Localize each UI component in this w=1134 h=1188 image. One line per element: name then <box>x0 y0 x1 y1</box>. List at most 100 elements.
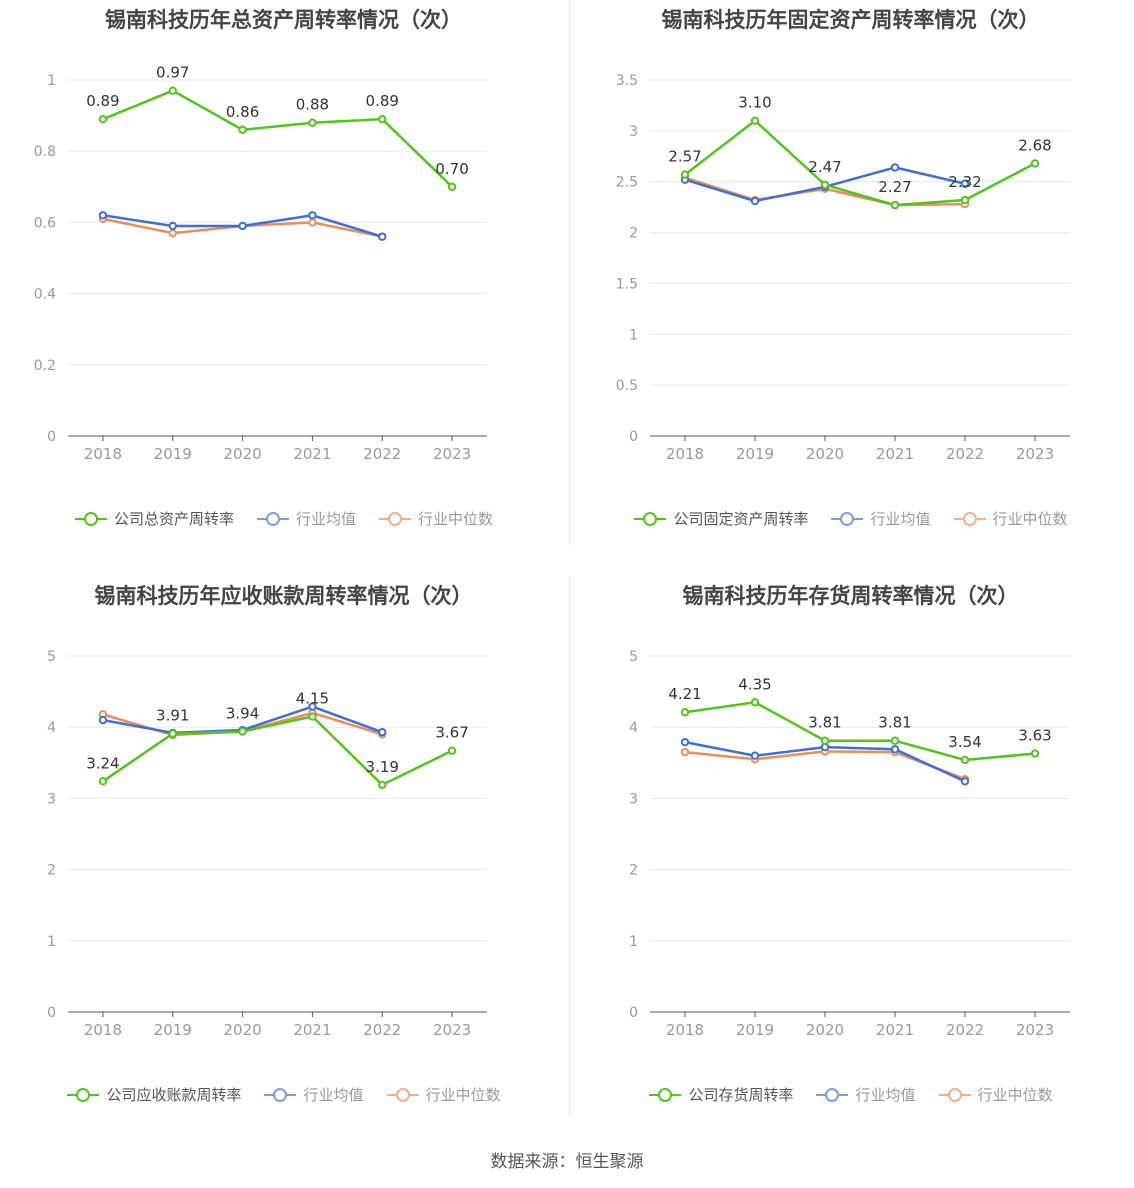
legend-label: 公司存货周转率 <box>688 1086 794 1104</box>
x-tick-label: 2022 <box>363 445 401 463</box>
data-point-company[interactable] <box>168 86 177 95</box>
data-point-avg[interactable] <box>750 196 760 206</box>
data-point-avg[interactable] <box>98 715 108 725</box>
legend-item-company[interactable]: 公司固定资产周转率 <box>633 508 808 529</box>
data-point-company[interactable] <box>960 195 970 205</box>
data-point-company[interactable] <box>238 727 247 736</box>
legend-median-icon <box>938 1087 971 1102</box>
data-point-company[interactable] <box>378 780 387 790</box>
x-tick-label: 2023 <box>433 1021 471 1039</box>
y-tick-label: 0.6 <box>34 215 56 231</box>
x-tick-label: 2018 <box>84 445 122 463</box>
data-point-median[interactable] <box>168 228 177 238</box>
x-tick-label: 2018 <box>666 445 704 463</box>
data-point-company[interactable] <box>680 708 690 717</box>
data-label: 3.19 <box>366 758 399 776</box>
data-point-company[interactable] <box>680 170 690 179</box>
x-tick-label: 2021 <box>876 1021 914 1039</box>
data-label: 3.54 <box>948 733 981 751</box>
y-tick-label: 2 <box>47 863 56 879</box>
chart-plot: 0 0.5 1 1.5 2 2.5 3 3.5 2018 2019 2020 2021 2022 2023… <box>616 73 1070 463</box>
data-point-company[interactable] <box>447 182 457 192</box>
series-line-company <box>102 715 453 787</box>
data-point-avg[interactable] <box>960 777 970 786</box>
chart-title: 锡南科技历年固定资产周转率情况（次） <box>661 8 1040 32</box>
data-point-company[interactable] <box>1030 159 1040 168</box>
data-point-avg[interactable] <box>238 221 247 231</box>
legend-item-company[interactable]: 公司应收账款周转率 <box>66 1084 241 1105</box>
data-label: 3.63 <box>1018 727 1051 745</box>
data-label: 2.68 <box>1018 136 1051 154</box>
data-point-company[interactable] <box>447 746 457 755</box>
data-point-company[interactable] <box>820 736 830 745</box>
legend-item-avg[interactable]: 行业均值 <box>263 1084 364 1105</box>
data-label: 3.81 <box>878 714 911 732</box>
data-point-avg[interactable] <box>378 232 387 241</box>
x-tick-label: 2020 <box>223 1021 261 1039</box>
data-point-company[interactable] <box>308 712 317 721</box>
data-point-avg[interactable] <box>890 163 900 172</box>
chart-panel-receivables: 锡南科技历年应收账款周转率情况（次） 0 1 2 3 4 5 2018 2019 2020 202… <box>0 576 567 1151</box>
legend-label: 行业中位数 <box>992 510 1068 528</box>
y-tick-label: 3 <box>629 124 638 140</box>
data-label: 3.94 <box>226 704 259 722</box>
legend-item-median[interactable]: 行业中位数 <box>378 508 493 529</box>
data-point-median[interactable] <box>680 747 690 757</box>
y-tick-label: 1 <box>629 934 638 950</box>
chart-panel-total-assets: 锡南科技历年总资产周转率情况（次） 0 0.2 0.4 0.6 0.8 1 2018 2019… <box>0 0 567 575</box>
data-point-company[interactable] <box>1030 749 1040 758</box>
x-tick-label: 2023 <box>433 445 471 463</box>
data-point-company[interactable] <box>890 736 900 745</box>
panel-divider <box>569 576 570 1116</box>
data-point-avg[interactable] <box>98 211 108 220</box>
legend-item-company[interactable]: 公司存货周转率 <box>648 1084 793 1105</box>
data-label: 0.89 <box>366 92 399 110</box>
data-point-company[interactable] <box>98 114 108 124</box>
data-label: 0.97 <box>156 64 189 82</box>
data-point-avg[interactable] <box>890 745 900 754</box>
data-point-median[interactable] <box>308 218 317 227</box>
data-point-avg[interactable] <box>378 727 387 737</box>
legend-median-icon <box>379 511 411 526</box>
data-label: 0.86 <box>226 103 259 121</box>
data-point-company[interactable] <box>238 125 247 135</box>
legend-label: 行业均值 <box>870 510 931 528</box>
data-point-avg[interactable] <box>750 751 760 760</box>
data-point-company[interactable] <box>750 698 760 707</box>
series-line-company <box>102 89 453 188</box>
data-point-company[interactable] <box>750 116 760 125</box>
data-point-company[interactable] <box>960 755 970 765</box>
legend-item-avg[interactable]: 行业均值 <box>830 508 931 529</box>
legend-avg-icon <box>256 511 289 526</box>
data-point-company[interactable] <box>378 114 387 124</box>
chart-panel-fixed-assets: 锡南科技历年固定资产周转率情况（次） 0 0.5 1 1.5 2 2.5 3 3.5 2018 2… <box>567 0 1134 575</box>
x-tick-label: 2022 <box>946 1021 984 1039</box>
legend-item-company[interactable]: 公司总资产周转率 <box>74 508 234 529</box>
y-tick-label: 0.8 <box>34 144 56 160</box>
data-point-avg[interactable] <box>168 221 177 231</box>
legend-item-avg[interactable]: 行业均值 <box>815 1084 916 1105</box>
x-tick-label: 2019 <box>154 445 192 463</box>
data-point-avg[interactable] <box>308 702 317 711</box>
data-label: 3.24 <box>86 754 119 772</box>
data-point-avg[interactable] <box>960 179 970 188</box>
legend-item-median[interactable]: 行业中位数 <box>938 1084 1053 1105</box>
data-point-company[interactable] <box>168 729 177 738</box>
data-point-avg[interactable] <box>680 737 690 747</box>
legend-label: 行业均值 <box>303 1086 364 1104</box>
chart-plot: 0 0.2 0.4 0.6 0.8 1 2018 2019 2020 2021 2022 2023 0.… <box>34 64 487 463</box>
legend-item-avg[interactable]: 行业均值 <box>256 508 356 529</box>
legend-company-icon <box>649 1087 682 1102</box>
data-point-company[interactable] <box>308 118 317 127</box>
data-point-company[interactable] <box>98 777 108 786</box>
y-tick-label: 0 <box>629 1005 638 1021</box>
y-tick-label: 2.5 <box>616 175 638 191</box>
data-point-company[interactable] <box>820 180 830 189</box>
legend-avg-icon <box>264 1087 297 1102</box>
y-tick-label: 1 <box>47 934 56 950</box>
data-point-company[interactable] <box>890 200 900 210</box>
legend-item-median[interactable]: 行业中位数 <box>953 508 1068 529</box>
legend-item-median[interactable]: 行业中位数 <box>386 1084 501 1105</box>
data-point-avg[interactable] <box>308 211 317 220</box>
data-label: 2.32 <box>948 173 981 191</box>
